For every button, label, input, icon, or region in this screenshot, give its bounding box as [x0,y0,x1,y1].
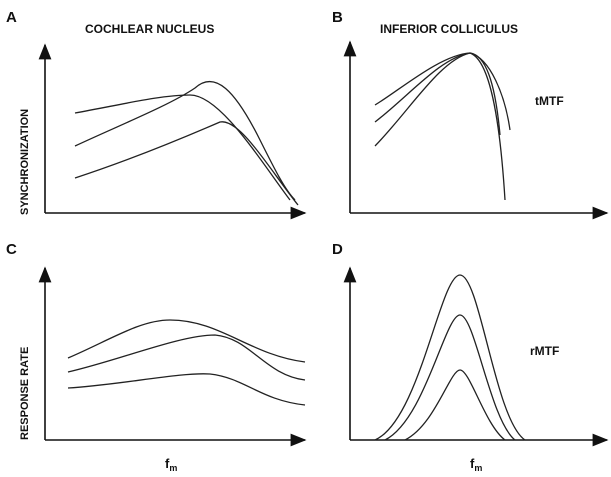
x-axis-label: fm [165,456,177,473]
curves [67,319,306,406]
panel-title: INFERIOR COLLICULUS [380,22,518,36]
annotation: tMTF [535,94,564,108]
panel-letter: B [332,9,343,26]
panel-letter: C [6,241,17,258]
axes [38,40,609,447]
panel-letter: A [6,9,17,26]
y-axis-label: RESPONSE RATE [19,347,31,440]
annotation: rMTF [530,344,559,358]
x-axis-label: fm [470,456,482,473]
panel-title: COCHLEAR NUCLEUS [85,22,214,36]
curves [374,274,526,441]
y-axis-label: SYNCHRONIZATION [19,109,31,215]
curves [374,52,511,201]
panel-letter: D [332,241,343,258]
curves [74,80,299,206]
